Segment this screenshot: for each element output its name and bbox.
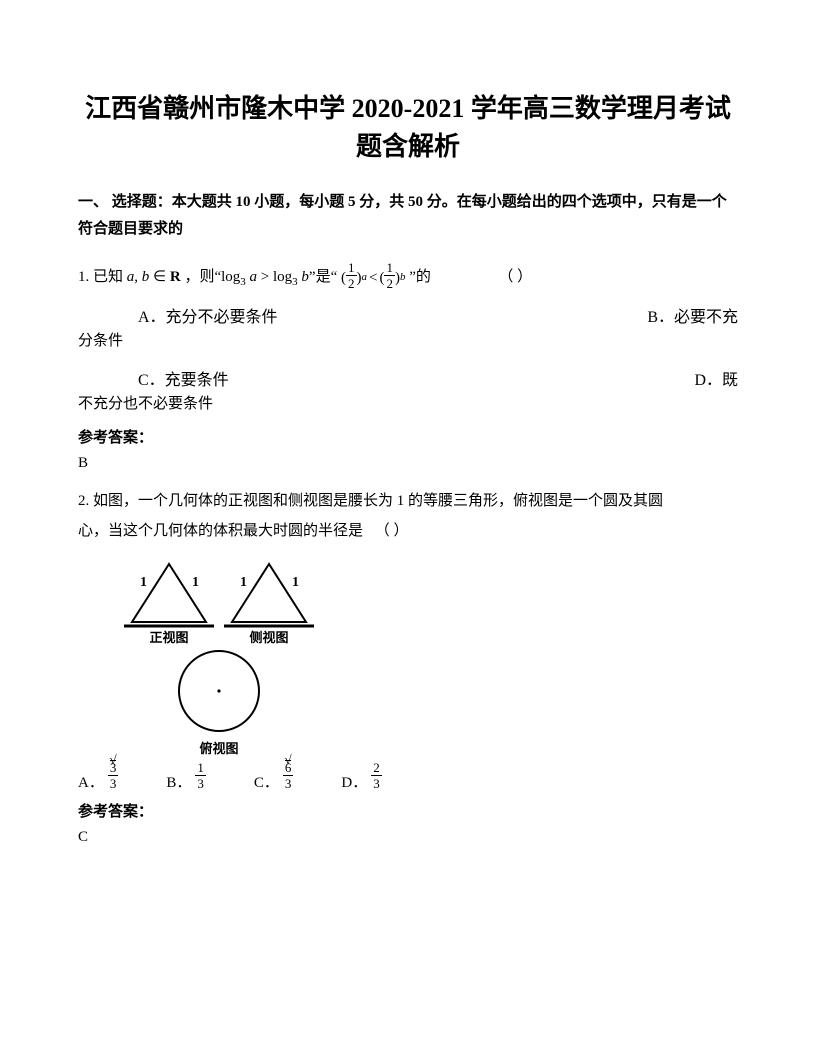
- side-edge-left: 1: [240, 575, 247, 590]
- q1-mid2: ”是“: [309, 269, 337, 285]
- q2-blank-paren: （ ）: [375, 523, 409, 539]
- three-view-svg: 1 1 正视图 1 1 侧视图 俯视图: [114, 556, 334, 756]
- q1-prefix: 已知: [93, 269, 123, 285]
- q1-option-c: C．充要条件: [78, 366, 229, 390]
- q1-half-expr: ( 12 )a < ( 12 )b: [341, 263, 405, 292]
- side-edge-right: 1: [292, 575, 299, 590]
- q1-ab-in-R: a, b ∈ R: [127, 269, 185, 285]
- q2-answer: C: [78, 829, 738, 846]
- q2-d-fraction: 2 3: [371, 761, 382, 790]
- q2-option-b: B． 1 3: [166, 763, 206, 792]
- q1-option-d-continuation: 不充分也不必要条件: [78, 390, 738, 419]
- page-title: 江西省赣州市隆木中学 2020-2021 学年高三数学理月考试题含解析: [78, 90, 738, 165]
- fraction-half-2: 12: [384, 261, 395, 290]
- q2-number: 2.: [78, 493, 89, 509]
- q2-figure: 1 1 正视图 1 1 侧视图 俯视图: [114, 556, 738, 756]
- q2-option-c: C． √ 6 3: [254, 762, 294, 792]
- q1-blank-paren: （ ）: [498, 269, 532, 285]
- q2-line1: 如图，一个几何体的正视图和侧视图是腰长为 1 的等腰三角形，俯视图是一个圆及其圆: [93, 493, 663, 509]
- top-view-label: 俯视图: [199, 741, 238, 756]
- question-2: 2. 如图，一个几何体的正视图和侧视图是腰长为 1 的等腰三角形，俯视图是一个圆…: [78, 486, 738, 516]
- front-view-label: 正视图: [149, 630, 188, 645]
- q1-log-expr: log3 a > log3 b: [221, 269, 309, 285]
- q1-option-d: D．既: [694, 366, 738, 390]
- top-view-circle: 俯视图: [179, 651, 259, 756]
- question-1: 1. 已知 a, b ∈ R ，则“log3 a > log3 b”是“ ( 1…: [78, 263, 738, 293]
- section-heading: 一、 选择题：本大题共 10 小题，每小题 5 分，共 50 分。在每小题给出的…: [78, 189, 738, 243]
- q2-option-a: A． √ 3 3: [78, 762, 118, 792]
- q1-mid1: ，则“: [184, 269, 221, 285]
- q1-option-b-continuation: 分条件: [78, 327, 738, 356]
- front-view-triangle: 1 1 正视图: [124, 564, 214, 645]
- q2-line2-row: 心，当这个几何体的体积最大时圆的半径是 （ ）: [78, 516, 738, 546]
- side-view-triangle: 1 1 侧视图: [224, 564, 314, 645]
- q2-b-fraction: 1 3: [195, 761, 206, 790]
- q1-number: 1.: [78, 269, 89, 285]
- q2-option-d: D． 2 3: [341, 763, 381, 792]
- q2-options: A． √ 3 3 B． 1 3 C． √ 6 3: [78, 762, 738, 792]
- exam-page: 江西省赣州市隆木中学 2020-2021 学年高三数学理月考试题含解析 一、 选…: [0, 0, 816, 1056]
- front-edge-left: 1: [140, 575, 147, 590]
- q2-line2: 心，当这个几何体的体积最大时圆的半径是: [78, 523, 363, 539]
- q1-option-a: A．充分不必要条件: [78, 303, 278, 327]
- front-edge-right: 1: [192, 575, 199, 590]
- q2-answer-label: 参考答案：: [78, 800, 738, 821]
- side-view-label: 侧视图: [249, 630, 288, 645]
- q1-option-b: B．必要不充: [647, 303, 738, 327]
- q1-mid3: ”的: [409, 269, 431, 285]
- q2-c-fraction: √ 6 3: [283, 760, 294, 790]
- q2-a-fraction: √ 3 3: [108, 760, 119, 790]
- q1-answer: B: [78, 455, 738, 472]
- fraction-half-1: 12: [346, 261, 357, 290]
- q1-answer-label: 参考答案：: [78, 426, 738, 447]
- q1-options-row-2: C．充要条件 D．既: [78, 366, 738, 390]
- q1-options-row-1: A．充分不必要条件 B．必要不充: [78, 303, 738, 327]
